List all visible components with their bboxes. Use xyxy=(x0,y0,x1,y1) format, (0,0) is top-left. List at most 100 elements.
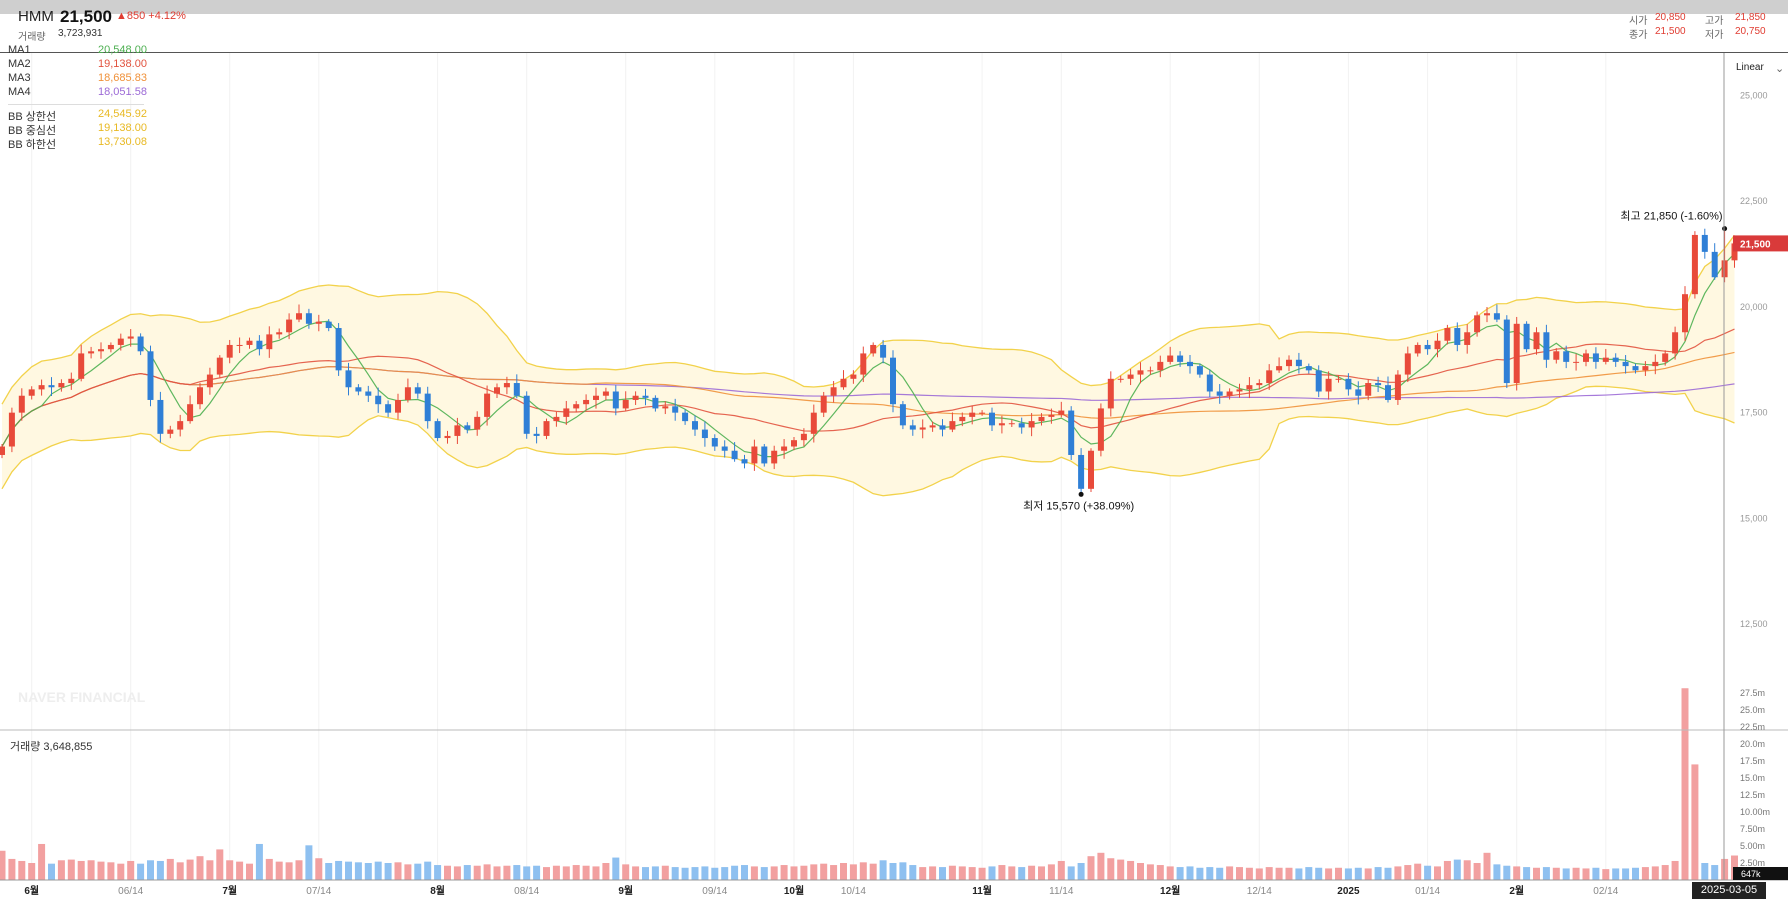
candle-body xyxy=(1018,423,1025,428)
scale-toggle-button[interactable]: Linear xyxy=(1736,62,1764,73)
volume-bar xyxy=(1166,866,1174,880)
candle-body xyxy=(1523,323,1530,350)
open-value: 20,850 xyxy=(1655,12,1686,23)
volume-bar xyxy=(661,865,669,880)
volume-bar xyxy=(1394,866,1402,880)
candle-body xyxy=(1444,328,1451,341)
legend-bb-middle: BB 중심선 19,138.00 xyxy=(8,122,148,137)
candle-body xyxy=(385,404,392,413)
volume-bar xyxy=(899,862,907,880)
candle-body xyxy=(1583,353,1589,362)
x-tick-label: 06/14 xyxy=(118,886,143,897)
chevron-down-icon: ⌄ xyxy=(1775,63,1784,75)
current-price-badge-label: 21,500 xyxy=(1740,239,1771,250)
candle-body xyxy=(1256,383,1263,386)
low-marker xyxy=(1078,491,1084,497)
volume-bar xyxy=(107,862,115,880)
volume-tick-label: 17.5m xyxy=(1740,756,1765,766)
candle-body xyxy=(1137,370,1144,375)
candle-body xyxy=(1464,332,1471,345)
volume-tick-label: 22.5m xyxy=(1740,722,1765,732)
candle-body xyxy=(206,374,213,388)
volume-bar xyxy=(1295,868,1303,880)
stock-symbol: HMM xyxy=(18,8,54,25)
candle-body xyxy=(187,404,194,422)
current-volume-badge xyxy=(1733,867,1788,880)
candle-body xyxy=(1394,374,1401,400)
volume-bar xyxy=(1285,867,1293,880)
volume-bar xyxy=(354,862,362,880)
volume-bar xyxy=(770,866,778,880)
candle-body xyxy=(38,385,45,390)
volume-tick-label: 10.00m xyxy=(1740,807,1770,817)
volume-bar xyxy=(255,843,263,880)
candle-body xyxy=(919,427,926,430)
candle-body xyxy=(256,340,263,350)
candle-body xyxy=(1553,351,1560,360)
volume-bar xyxy=(592,866,600,880)
watermark-logo: NAVER FINANCIAL xyxy=(18,689,146,705)
volume-bar xyxy=(325,863,333,880)
volume-bar xyxy=(1137,863,1144,880)
legend-name: BB 중심선 xyxy=(8,125,57,137)
candle-body xyxy=(1068,410,1075,455)
volume-bar xyxy=(1671,860,1679,880)
volume-bar xyxy=(444,865,451,880)
candle-body xyxy=(830,387,837,396)
current-price-badge xyxy=(1733,235,1788,252)
volume-bar xyxy=(879,860,887,880)
volume-bar xyxy=(1008,866,1016,880)
candle-body xyxy=(236,344,243,346)
volume-bar xyxy=(1245,867,1253,880)
volume-bar xyxy=(859,862,867,880)
ma1-line xyxy=(1,253,1735,458)
volume-bar xyxy=(849,864,857,880)
volume-bar xyxy=(236,861,244,880)
volume-bar xyxy=(1424,865,1432,880)
candle-body xyxy=(979,412,986,414)
candle-body xyxy=(226,344,233,358)
candle-body xyxy=(197,387,203,405)
volume-bar xyxy=(642,867,649,880)
volume-bar xyxy=(18,860,26,880)
volume-bar xyxy=(869,863,877,880)
volume-bar xyxy=(1176,867,1184,880)
volume-tick-label: 20.0m xyxy=(1740,739,1765,749)
volume-bar xyxy=(582,865,590,880)
candle-body xyxy=(137,336,144,352)
volume-bar xyxy=(8,858,16,880)
legend-ma1: MA1 20,548.00 xyxy=(8,44,148,58)
volume-bar xyxy=(800,865,808,880)
volume-bar xyxy=(1661,865,1669,880)
low-value: 20,750 xyxy=(1735,26,1766,37)
candle-body xyxy=(1642,366,1649,371)
candle-body xyxy=(1276,366,1283,371)
volume-bar xyxy=(414,863,422,880)
volume-value: 3,723,931 xyxy=(58,28,103,39)
volume-bar xyxy=(424,861,432,880)
volume-bar xyxy=(404,864,412,880)
volume-bar xyxy=(1632,867,1639,880)
bollinger-band-area xyxy=(2,235,1735,496)
volume-bar xyxy=(166,858,174,880)
candle-body xyxy=(969,412,976,417)
candle-body xyxy=(1305,366,1312,371)
legend-bb-lower: BB 하한선 13,730.08 xyxy=(8,136,148,151)
candle-body xyxy=(276,332,283,335)
volume-bar xyxy=(572,865,580,880)
candle-body xyxy=(355,387,362,392)
volume-bar xyxy=(345,861,352,880)
candle-body xyxy=(949,421,956,430)
volume-bar xyxy=(1542,867,1550,880)
volume-bar xyxy=(1236,867,1243,880)
candle-body xyxy=(8,412,15,447)
candle-body xyxy=(246,340,253,345)
volume-bar xyxy=(760,867,768,880)
volume-bar xyxy=(711,867,719,880)
volume-bar xyxy=(1404,865,1412,880)
legend-name: MA1 xyxy=(8,44,31,56)
legend-value: 19,138.00 xyxy=(98,58,147,70)
volume-bar xyxy=(1374,867,1382,880)
candle-body xyxy=(880,344,887,358)
